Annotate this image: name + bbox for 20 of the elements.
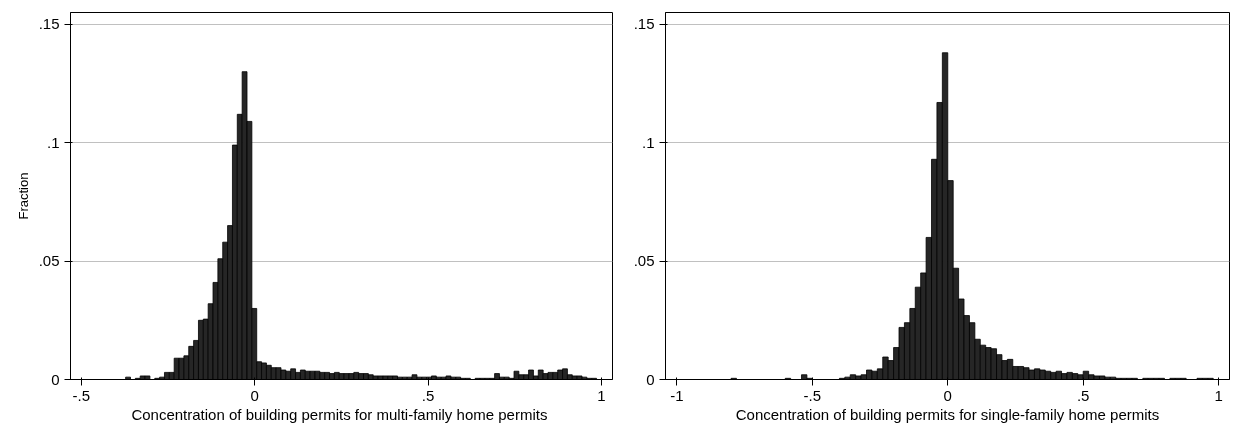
x-tick-label: -.5 [803,386,822,404]
x-tick-label: 1 [1214,386,1223,404]
x-tick-label: -1 [670,386,684,404]
y-tick-label: .05 [633,252,655,270]
x-tick-label: 1 [597,386,606,404]
x-tick-label: -.5 [72,386,91,404]
x-tick-label: .5 [421,386,435,404]
y-axis-title: Fraction [15,172,31,220]
y-tick-label: .1 [46,133,60,151]
x-tick-label: .5 [1076,386,1090,404]
x-tick-label: 0 [250,386,259,404]
y-tick-label: 0 [51,370,60,388]
x-axis-title: Concentration of building permits for single-family home permits [735,405,1160,423]
y-tick-label: 0 [646,370,655,388]
x-tick-label: 0 [943,386,952,404]
y-tick-label: .1 [641,133,655,151]
y-tick-label: .05 [38,252,60,270]
x-axis-title: Concentration of building permits for multi-family home permits [131,405,548,423]
y-tick-label: .15 [633,15,655,33]
y-tick-label: .15 [38,15,60,33]
